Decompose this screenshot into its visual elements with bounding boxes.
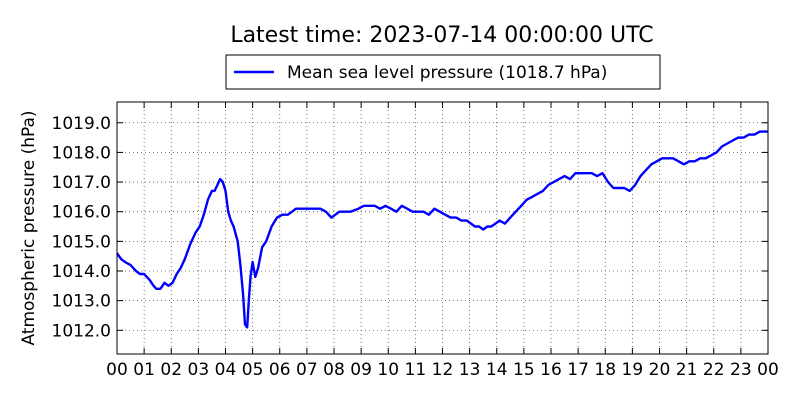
x-tick-label: 00: [757, 360, 779, 380]
x-tick-label: 04: [215, 360, 237, 380]
x-tick-label: 10: [377, 360, 399, 380]
x-tick-label: 03: [188, 360, 210, 380]
x-tick-label: 00: [106, 360, 128, 380]
y-tick-label: 1016.0: [52, 203, 111, 223]
x-tick-label: 20: [649, 360, 671, 380]
y-tick-label: 1013.0: [52, 292, 111, 312]
x-tick-label: 13: [459, 360, 481, 380]
x-axis-ticks: 00 01 02 03 04 05 06 07 08 09 10 11 12 13 14 15 16 17 18 19…: [106, 102, 779, 380]
plot-area-frame: [116, 101, 769, 355]
x-tick-label: 12: [432, 360, 454, 380]
legend-box: [225, 54, 661, 90]
y-tick-label: 1018.0: [52, 143, 111, 163]
x-tick-label: 11: [405, 360, 427, 380]
x-tick-label: 01: [133, 360, 155, 380]
x-tick-label: 09: [350, 360, 372, 380]
y-axis-ticks: 1012.0 1013.0 1014.0 1015.0 1016.0 1017.0 1018…: [52, 114, 768, 341]
x-tick-label: 22: [703, 360, 725, 380]
x-tick-label: 17: [567, 360, 589, 380]
x-tick-label: 02: [160, 360, 182, 380]
x-tick-label: 21: [676, 360, 698, 380]
x-tick-label: 19: [622, 360, 644, 380]
x-tick-label: 23: [730, 360, 752, 380]
x-tick-label: 15: [513, 360, 535, 380]
y-tick-label: 1017.0: [52, 173, 111, 193]
series-line-mslp: [116, 130, 768, 329]
x-tick-label: 08: [323, 360, 345, 380]
x-tick-label: 06: [269, 360, 291, 380]
gridlines: [117, 102, 768, 354]
y-axis-label: Atmospheric pressure (hPa): [19, 110, 39, 345]
x-tick-label: 18: [594, 360, 616, 380]
x-tick-label: 14: [486, 360, 508, 380]
y-tick-label: 1019.0: [52, 114, 111, 134]
chart-title: Latest time: 2023-07-14 00:00:00 UTC: [230, 23, 653, 48]
legend: Mean sea level pressure (1018.7 hPa): [225, 54, 661, 90]
y-tick-label: 1012.0: [52, 321, 111, 341]
x-tick-label: 05: [242, 360, 264, 380]
y-tick-label: 1014.0: [52, 262, 111, 282]
x-tick-label: 07: [296, 360, 318, 380]
legend-entry-mslp: Mean sea level pressure (1018.7 hPa): [287, 63, 607, 83]
y-tick-label: 1015.0: [52, 232, 111, 252]
x-tick-label: 16: [540, 360, 562, 380]
